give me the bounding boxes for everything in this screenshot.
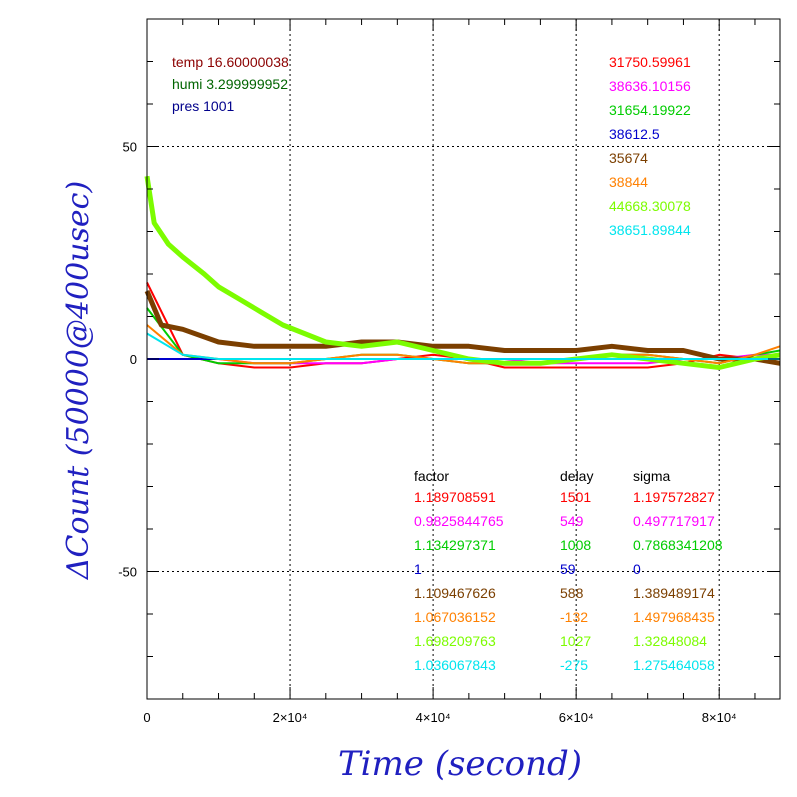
- series-legend-entry: 38844: [609, 174, 648, 190]
- series-legend-entry: 31654.19922: [609, 102, 691, 118]
- series-line-1: [146, 282, 781, 369]
- reference-legend: 31750.59961 38636.10156 31654.19922 38612.5…: [609, 54, 691, 238]
- table-cell-factor: 1.109467626: [414, 585, 496, 601]
- table-cell-sigma: 1.32848084: [633, 633, 707, 649]
- env-reading: temp 16.60000038: [172, 54, 289, 70]
- series-legend-entry: 38612.5: [609, 126, 660, 142]
- series-line-3: [146, 307, 781, 365]
- table-header: factor: [414, 468, 449, 484]
- table-cell-sigma: 1.497968435: [633, 609, 715, 625]
- table-cell-delay: -275: [560, 657, 588, 673]
- fit-parameter-table: factor delay sigma 1.189708591 1501 1.1975728…: [414, 468, 723, 673]
- table-cell-factor: 1.067036152: [414, 609, 496, 625]
- x-axis-label: Time (second): [338, 744, 582, 784]
- environment-legend: temp 16.60000038 humi 3.299999952 pres 100…: [172, 54, 289, 114]
- env-reading: humi 3.299999952: [172, 76, 288, 92]
- table-cell-sigma: 0.497717917: [633, 513, 715, 529]
- table-cell-sigma: 1.389489174: [633, 585, 715, 601]
- y-tick-label: 50: [123, 140, 137, 155]
- x-tick-label: 2×10⁴: [273, 710, 308, 725]
- x-tick-label: 0: [143, 710, 150, 725]
- axis-ticks: [146, 18, 780, 700]
- series-line-8: [146, 332, 780, 360]
- y-tick-label: 0: [130, 352, 137, 367]
- table-cell-delay: 549: [560, 513, 584, 529]
- table-header: sigma: [633, 468, 671, 484]
- y-axis-label: ΔCount (50000@400usec): [61, 181, 96, 580]
- table-cell-factor: 1.036067843: [414, 657, 496, 673]
- series-legend-entry: 31750.59961: [609, 54, 691, 70]
- series-line-5: [144, 290, 781, 366]
- tick-labels: 0 2×10⁴ 4×10⁴ 6×10⁴ 8×10⁴ 50 0 -50: [118, 140, 736, 726]
- series-group: [144, 175, 781, 370]
- x-tick-label: 6×10⁴: [559, 710, 594, 725]
- x-tick-label: 4×10⁴: [416, 710, 451, 725]
- table-cell-delay: 1008: [560, 537, 591, 553]
- table-cell-factor: 1: [414, 561, 422, 577]
- table-header: delay: [560, 468, 593, 484]
- table-cell-delay: -132: [560, 609, 588, 625]
- series-legend-entry: 35674: [609, 150, 648, 166]
- series-legend-entry: 38636.10156: [609, 78, 691, 94]
- table-cell-sigma: 1.197572827: [633, 489, 715, 505]
- table-cell-sigma: 0: [633, 561, 641, 577]
- table-cell-delay: 59: [560, 561, 576, 577]
- series-legend-entry: 44668.30078: [609, 198, 691, 214]
- table-cell-sigma: 0.7868341208: [633, 537, 723, 553]
- table-cell-delay: 1501: [560, 489, 591, 505]
- table-cell-factor: 1.134297371: [414, 537, 496, 553]
- table-cell-sigma: 1.275464058: [633, 657, 715, 673]
- table-cell-factor: 1.189708591: [414, 489, 496, 505]
- env-reading: pres 1001: [172, 98, 234, 114]
- table-cell-delay: 588: [560, 585, 584, 601]
- table-cell-factor: 1.698209763: [414, 633, 496, 649]
- x-tick-label: 8×10⁴: [702, 710, 737, 725]
- table-cell-delay: 1027: [560, 633, 591, 649]
- series-legend-entry: 38651.89844: [609, 222, 691, 238]
- y-tick-label: -50: [118, 565, 137, 580]
- table-cell-factor: 0.9825844765: [414, 513, 504, 529]
